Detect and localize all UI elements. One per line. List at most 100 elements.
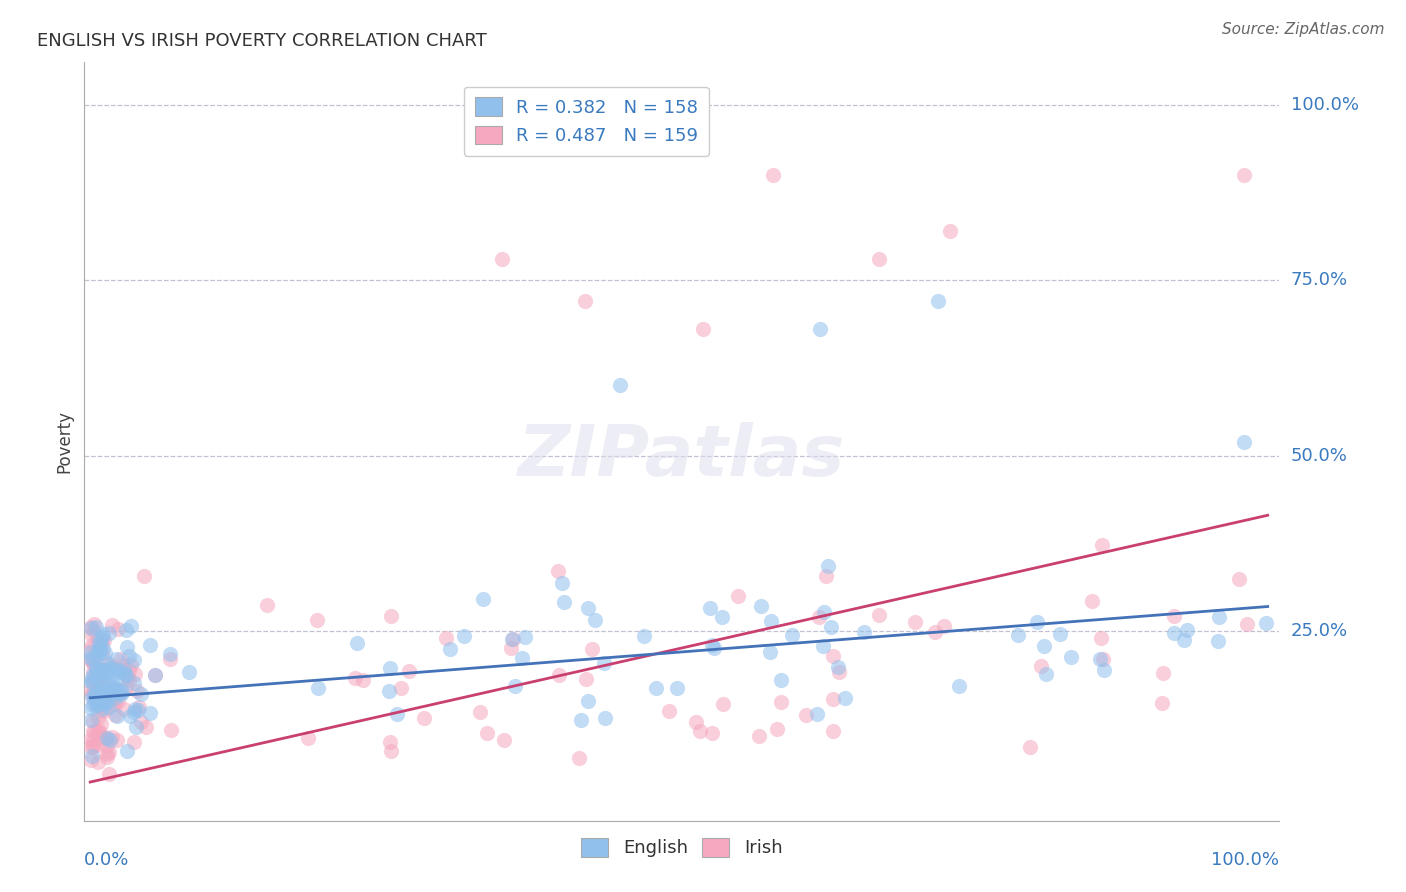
Point [84, 651, 107, 665]
Point [110, 682, 132, 697]
Point [84, 620, 107, 634]
Point [344, 671, 367, 685]
Point [111, 685, 134, 699]
Point [1206, 634, 1229, 648]
Point [82, 628, 104, 642]
Point [568, 751, 591, 765]
Point [581, 642, 603, 657]
Point [89, 689, 111, 703]
Point [105, 709, 128, 723]
Point [813, 605, 835, 619]
Point [815, 568, 838, 582]
Point [1163, 608, 1185, 623]
Point [82, 675, 104, 690]
Point [138, 706, 160, 720]
Point [727, 590, 749, 604]
Point [97, 690, 120, 705]
Point [91, 663, 114, 677]
Point [107, 694, 129, 708]
Point [904, 615, 927, 629]
Point [83, 657, 105, 671]
Text: 0.0%: 0.0% [84, 851, 129, 869]
Point [868, 252, 890, 266]
Point [492, 733, 515, 747]
Point [84, 646, 107, 660]
Point [927, 294, 949, 309]
Point [80, 621, 103, 635]
Point [103, 662, 125, 676]
Point [104, 682, 127, 697]
Point [103, 707, 125, 722]
Point [665, 681, 688, 695]
Point [770, 673, 793, 687]
Point [122, 676, 145, 690]
Point [139, 638, 162, 652]
Point [1059, 650, 1081, 665]
Point [135, 720, 157, 734]
Point [115, 668, 138, 682]
Point [129, 687, 152, 701]
Y-axis label: Poverty: Poverty [55, 410, 73, 473]
Point [352, 673, 374, 687]
Point [501, 632, 523, 646]
Point [83, 674, 105, 689]
Point [96, 738, 118, 752]
Point [107, 686, 129, 700]
Point [1018, 739, 1040, 754]
Point [823, 649, 845, 664]
Point [86, 697, 108, 711]
Point [80, 675, 103, 690]
Point [110, 652, 132, 666]
Point [117, 669, 139, 683]
Point [84, 661, 107, 675]
Point [1227, 572, 1250, 586]
Point [114, 680, 136, 694]
Point [100, 667, 122, 681]
Point [90, 690, 112, 704]
Point [90, 667, 112, 681]
Point [439, 641, 461, 656]
Point [82, 623, 104, 637]
Text: ENGLISH VS IRISH POVERTY CORRELATION CHART: ENGLISH VS IRISH POVERTY CORRELATION CHA… [37, 32, 486, 50]
Point [91, 630, 114, 644]
Point [93, 704, 115, 718]
Point [100, 689, 122, 703]
Point [468, 705, 491, 719]
Point [115, 640, 138, 654]
Point [780, 628, 803, 642]
Point [834, 690, 856, 705]
Point [89, 685, 111, 699]
Point [256, 598, 278, 612]
Text: ZIPatlas: ZIPatlas [519, 422, 845, 491]
Point [115, 623, 138, 637]
Point [129, 714, 152, 729]
Point [96, 665, 118, 679]
Point [118, 673, 141, 688]
Point [87, 724, 110, 739]
Point [80, 713, 103, 727]
Point [83, 725, 105, 739]
Point [346, 636, 368, 650]
Point [91, 646, 114, 660]
Point [143, 667, 166, 681]
Point [378, 684, 401, 698]
Point [1049, 626, 1071, 640]
Point [96, 695, 118, 709]
Point [104, 682, 127, 697]
Point [1035, 667, 1057, 681]
Point [84, 663, 107, 677]
Point [90, 703, 112, 717]
Point [380, 744, 402, 758]
Point [87, 755, 110, 769]
Point [86, 711, 108, 725]
Point [89, 676, 111, 690]
Point [748, 729, 770, 743]
Point [924, 624, 946, 639]
Point [378, 735, 401, 749]
Point [118, 709, 141, 723]
Point [939, 224, 962, 238]
Point [82, 714, 104, 728]
Point [578, 693, 600, 707]
Text: 25.0%: 25.0% [1291, 622, 1348, 640]
Point [593, 711, 616, 725]
